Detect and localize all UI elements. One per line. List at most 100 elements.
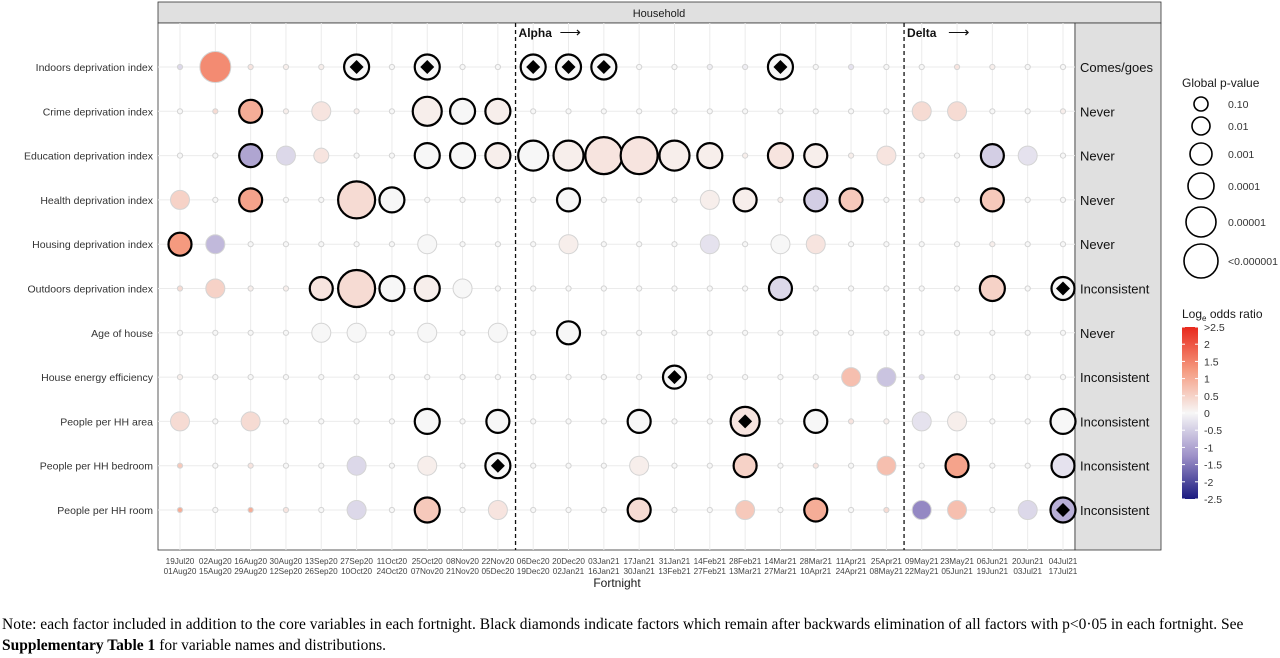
data-point	[876, 455, 897, 476]
data-point	[619, 136, 659, 176]
data-point	[1024, 241, 1031, 248]
data-point	[555, 320, 582, 346]
x-tick-label-top: 08Nov20	[446, 557, 479, 566]
data-point	[911, 411, 932, 432]
strip-label: Never	[1080, 237, 1115, 252]
data-point	[212, 329, 219, 336]
x-tick-label-bottom: 01Aug20	[164, 567, 197, 576]
data-point	[311, 101, 332, 122]
x-tick-label-bottom: 08May21	[870, 567, 904, 576]
size-legend-label: 0.01	[1228, 121, 1249, 133]
x-tick-label-bottom: 12Sep20	[270, 567, 303, 576]
data-point	[176, 285, 184, 292]
data-point	[318, 506, 325, 514]
data-point	[742, 241, 749, 248]
data-point	[1017, 145, 1038, 166]
y-tick-label: People per HH room	[57, 505, 153, 517]
data-point	[671, 241, 678, 248]
data-point	[953, 374, 961, 381]
strip-label: Never	[1080, 326, 1115, 341]
x-tick-label-top: 19Jul20	[166, 557, 195, 566]
data-point	[282, 374, 290, 381]
diamond-marker	[1056, 281, 1070, 296]
size-legend-title: Global p-value	[1182, 76, 1260, 90]
data-point	[424, 196, 431, 203]
data-point	[766, 142, 795, 170]
x-tick-label-top: 28Feb21	[729, 557, 762, 566]
x-tick-label-top: 20Jun21	[1012, 557, 1044, 566]
data-point	[777, 108, 784, 115]
data-point	[413, 274, 441, 303]
data-point	[170, 189, 190, 210]
diamond-marker	[773, 60, 788, 74]
data-point	[337, 180, 377, 220]
data-point	[841, 367, 862, 388]
data-point	[282, 329, 290, 336]
data-point	[176, 63, 184, 71]
data-point	[636, 241, 643, 248]
data-point	[918, 285, 925, 292]
x-tick-label-top: 11Apr21	[836, 557, 867, 566]
data-point	[238, 187, 264, 213]
data-point	[485, 408, 511, 434]
data-point	[812, 63, 819, 71]
data-point	[742, 285, 749, 292]
data-point	[989, 63, 996, 71]
data-point	[1059, 196, 1067, 203]
data-point	[417, 322, 438, 343]
data-point	[584, 136, 624, 176]
data-point	[459, 241, 466, 248]
data-point	[1059, 63, 1067, 71]
data-point	[176, 462, 184, 469]
data-point	[337, 268, 377, 309]
x-tick-label-bottom: 27Mar21	[764, 567, 797, 576]
x-tick-label-top: 17Jan21	[623, 557, 655, 566]
data-point	[417, 234, 438, 255]
x-tick-label-top: 09May21	[905, 557, 939, 566]
data-point	[1050, 453, 1076, 479]
data-point	[706, 329, 713, 336]
data-point	[847, 462, 855, 469]
data-point	[205, 278, 226, 299]
variant-label: Alpha	[519, 26, 553, 40]
data-point	[600, 462, 607, 469]
data-point	[600, 374, 607, 381]
data-point	[918, 63, 925, 71]
data-point	[876, 145, 897, 166]
data-point	[530, 241, 537, 248]
data-point	[636, 196, 643, 203]
data-point	[600, 418, 607, 425]
data-point	[318, 418, 325, 425]
variant-arrow: ⟶	[560, 24, 582, 41]
color-tick-label: >2.5	[1204, 322, 1225, 334]
data-point	[989, 506, 996, 514]
x-tick-label-bottom: 26Sep20	[305, 567, 338, 576]
data-point	[484, 97, 512, 125]
data-point	[1049, 407, 1077, 435]
data-point	[636, 63, 643, 71]
panel-strip-right	[1074, 22, 1162, 551]
x-tick-label-top: 06Jun21	[977, 557, 1009, 566]
size-legend-label: 0.10	[1228, 99, 1249, 111]
data-point	[600, 241, 607, 248]
data-point	[353, 152, 360, 159]
data-point	[918, 196, 925, 203]
x-tick-label-bottom: 19Jun21	[977, 567, 1009, 576]
data-point	[953, 196, 961, 203]
data-point	[777, 329, 784, 336]
size-legend-circle	[1187, 172, 1215, 200]
data-point	[212, 196, 219, 203]
data-point	[947, 500, 968, 520]
data-point	[626, 497, 652, 523]
x-tick-label-bottom: 15Aug20	[199, 567, 232, 576]
y-axis-labels: Indoors deprivation index Crime deprivati…	[24, 62, 154, 517]
size-legend-circle	[1189, 142, 1213, 166]
data-point	[484, 142, 512, 170]
data-point	[388, 462, 396, 469]
data-point	[247, 329, 254, 336]
color-tick-label: 0	[1204, 408, 1210, 420]
x-tick-label-top: 14Feb21	[694, 557, 727, 566]
data-point	[565, 374, 572, 381]
data-point	[494, 241, 501, 248]
data-point	[838, 187, 864, 213]
